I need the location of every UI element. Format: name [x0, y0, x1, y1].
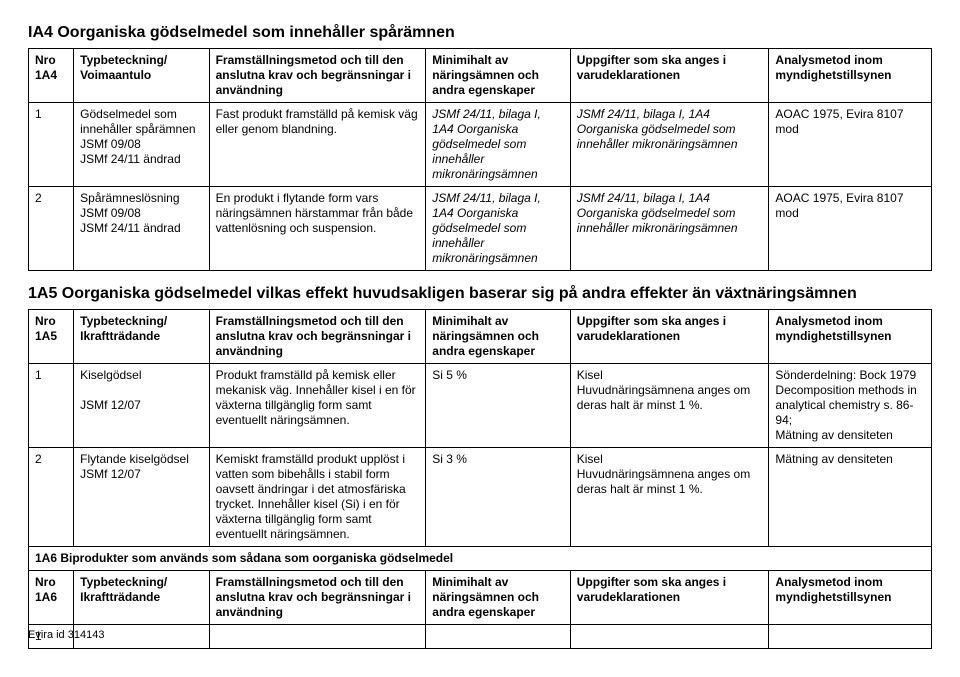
col-ana-header: Analysmetod inom myndighetstillsynen: [769, 571, 932, 625]
col-fram-header: Framställningsmetod och till den anslutn…: [209, 310, 426, 364]
cell-nro: 2: [29, 187, 74, 271]
cell-ana: AOAC 1975, Evira 8107 mod: [769, 187, 932, 271]
col-typ-header: Typbeteckning/Ikraftträdande: [74, 310, 209, 364]
table-header-row: Nro1A4 Typbeteckning/Voimaantulo Framstä…: [29, 49, 932, 103]
cell-ana: Sönderdelning: Bock 1979 Decomposition m…: [769, 364, 932, 448]
cell-min: Si 3 %: [426, 448, 570, 547]
cell-fram: Produkt framställd på kemisk eller mekan…: [209, 364, 426, 448]
section-1a5-title: 1A5 Oorganiska gödselmedel vilkas effekt…: [28, 285, 932, 303]
cell-typ: Gödselmedel som innehåller spårämnenJSMf…: [74, 103, 209, 187]
col-min-header: Minimihalt av näringsämnen och andra ege…: [426, 571, 570, 625]
cell-min: Si 5 %: [426, 364, 570, 448]
cell-upp: KiselHuvudnäringsämnena anges om deras h…: [570, 448, 769, 547]
table-row: 1: [29, 625, 932, 649]
section-1a6-title: 1A6 Biprodukter som används som sådana s…: [29, 547, 932, 571]
cell-typ: Flytande kiselgödselJSMf 12/07: [74, 448, 209, 547]
cell-fram: [209, 625, 426, 649]
cell-nro: 1: [29, 103, 74, 187]
table-header-row: Nro1A5 Typbeteckning/Ikraftträdande Fram…: [29, 310, 932, 364]
col-typ-header: Typbeteckning/Voimaantulo: [74, 49, 209, 103]
cell-nro: 2: [29, 448, 74, 547]
section-ia4-title: IA4 Oorganiska gödselmedel som innehålle…: [28, 24, 932, 42]
table-row: 2 SpårämneslösningJSMf 09/08JSMf 24/11 ä…: [29, 187, 932, 271]
col-ana-header: Analysmetod inom myndighetstillsynen: [769, 310, 932, 364]
cell-upp: JSMf 24/11, bilaga I, 1A4 Oorganiska göd…: [570, 103, 769, 187]
table-header-row: Nro1A6 Typbeteckning/Ikraftträdande Fram…: [29, 571, 932, 625]
section-1a6-title-row: 1A6 Biprodukter som används som sådana s…: [29, 547, 932, 571]
col-nro-header: Nro1A5: [29, 310, 74, 364]
col-min-header: Minimihalt av näringsämnen och andra ege…: [426, 49, 570, 103]
cell-ana: [769, 625, 932, 649]
cell-fram: Fast produkt framställd på kemisk väg el…: [209, 103, 426, 187]
col-upp-header: Uppgifter som ska anges i varudeklaratio…: [570, 310, 769, 364]
col-fram-header: Framställningsmetod och till den anslutn…: [209, 571, 426, 625]
col-upp-header: Uppgifter som ska anges i varudeklaratio…: [570, 49, 769, 103]
cell-upp: JSMf 24/11, bilaga I, 1A4 Oorganiska göd…: [570, 187, 769, 271]
page-footer: Evira id 314143: [28, 629, 104, 641]
table-ia4: Nro1A4 Typbeteckning/Voimaantulo Framstä…: [28, 48, 932, 271]
col-ana-header: Analysmetod inom myndighetstillsynen: [769, 49, 932, 103]
table-row: 1 KiselgödselJSMf 12/07 Produkt framstäl…: [29, 364, 932, 448]
table-row: 2 Flytande kiselgödselJSMf 12/07 Kemiskt…: [29, 448, 932, 547]
cell-ana: AOAC 1975, Evira 8107 mod: [769, 103, 932, 187]
cell-upp: [570, 625, 769, 649]
cell-fram: Kemiskt framställd produkt upplöst i vat…: [209, 448, 426, 547]
cell-typ: SpårämneslösningJSMf 09/08JSMf 24/11 änd…: [74, 187, 209, 271]
col-min-header: Minimihalt av näringsämnen och andra ege…: [426, 310, 570, 364]
col-upp-header: Uppgifter som ska anges i varudeklaratio…: [570, 571, 769, 625]
col-typ-header: Typbeteckning/Ikraftträdande: [74, 571, 209, 625]
col-nro-header: Nro1A6: [29, 571, 74, 625]
table-1a5-1a6: Nro1A5 Typbeteckning/Ikraftträdande Fram…: [28, 309, 932, 649]
cell-ana: Mätning av densiteten: [769, 448, 932, 547]
cell-fram: En produkt i flytande form vars näringsä…: [209, 187, 426, 271]
cell-min: JSMf 24/11, bilaga I, 1A4 Oorganiska göd…: [426, 187, 570, 271]
cell-min: JSMf 24/11, bilaga I, 1A4 Oorganiska göd…: [426, 103, 570, 187]
cell-nro: 1: [29, 364, 74, 448]
cell-min: [426, 625, 570, 649]
cell-upp: KiselHuvudnäringsämnena anges om deras h…: [570, 364, 769, 448]
cell-typ: KiselgödselJSMf 12/07: [74, 364, 209, 448]
col-nro-header: Nro1A4: [29, 49, 74, 103]
table-row: 1 Gödselmedel som innehåller spårämnenJS…: [29, 103, 932, 187]
col-fram-header: Framställningsmetod och till den anslutn…: [209, 49, 426, 103]
